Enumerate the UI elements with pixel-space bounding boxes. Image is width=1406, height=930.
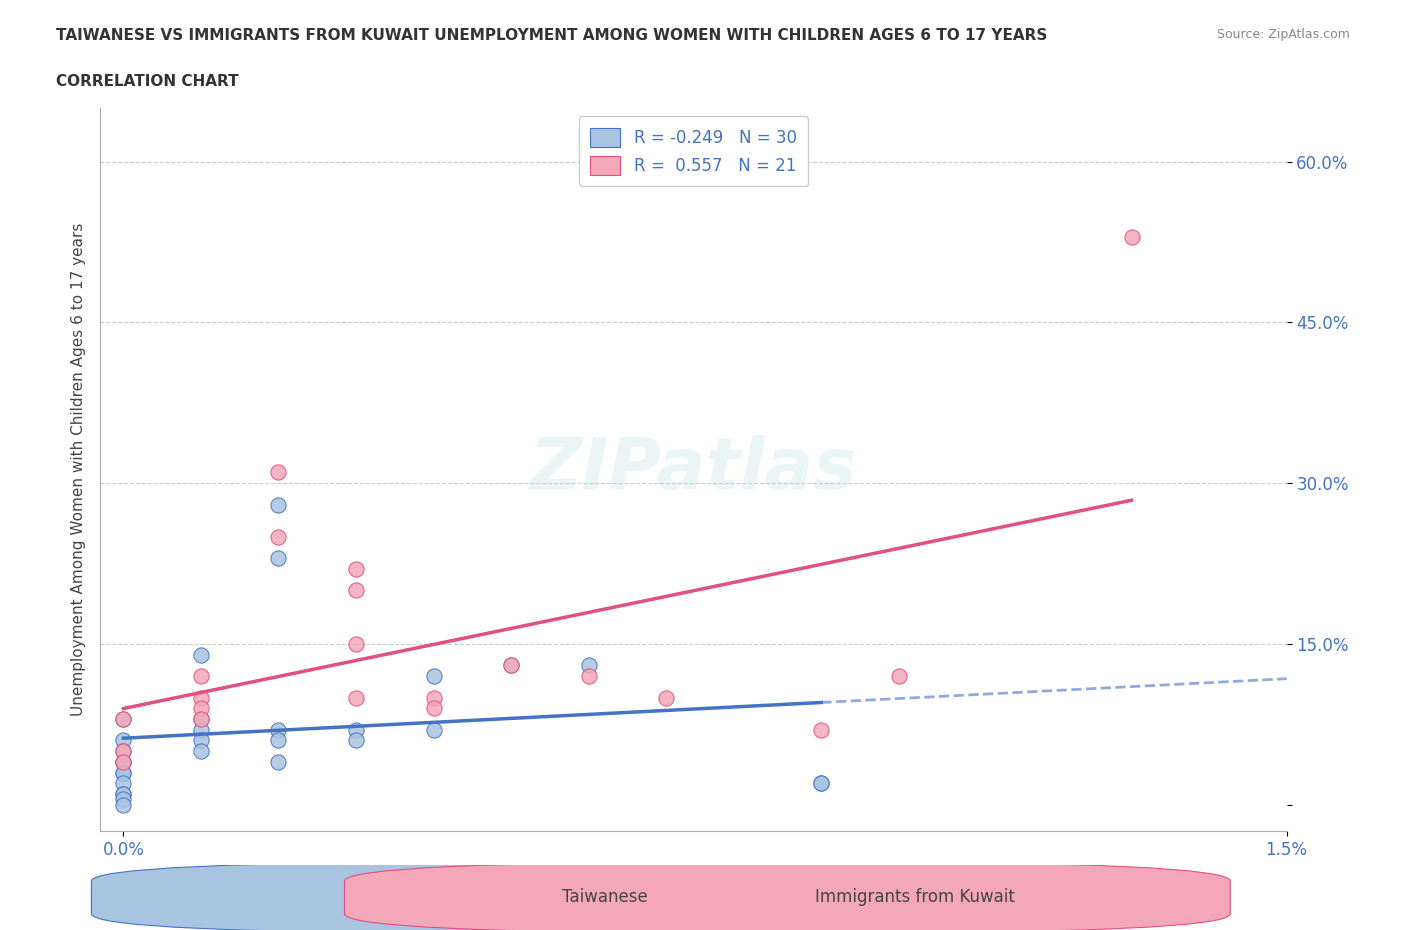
Text: Source: ZipAtlas.com: Source: ZipAtlas.com — [1216, 28, 1350, 41]
Point — [112, 765, 135, 780]
Point — [112, 776, 135, 790]
Point — [344, 733, 367, 748]
Point — [267, 754, 290, 769]
Point — [190, 647, 212, 662]
Point — [422, 701, 444, 716]
Point — [655, 690, 678, 705]
Point — [112, 744, 135, 759]
Point — [578, 658, 600, 672]
Point — [810, 776, 832, 790]
Point — [1121, 229, 1143, 244]
Point — [267, 551, 290, 565]
Point — [190, 723, 212, 737]
Point — [422, 723, 444, 737]
Point — [190, 733, 212, 748]
Point — [190, 711, 212, 726]
Point — [422, 690, 444, 705]
Point — [344, 583, 367, 598]
Text: Taiwanese: Taiwanese — [562, 888, 648, 907]
Text: TAIWANESE VS IMMIGRANTS FROM KUWAIT UNEMPLOYMENT AMONG WOMEN WITH CHILDREN AGES : TAIWANESE VS IMMIGRANTS FROM KUWAIT UNEM… — [56, 28, 1047, 43]
Point — [267, 733, 290, 748]
Point — [112, 787, 135, 802]
Legend: R = -0.249   N = 30, R =  0.557   N = 21: R = -0.249 N = 30, R = 0.557 N = 21 — [578, 116, 808, 187]
Point — [501, 658, 523, 672]
Point — [112, 765, 135, 780]
Point — [344, 690, 367, 705]
Point — [267, 498, 290, 512]
Text: ZIPatlas: ZIPatlas — [530, 435, 858, 504]
Point — [190, 669, 212, 684]
Point — [887, 669, 910, 684]
Point — [422, 669, 444, 684]
Point — [190, 701, 212, 716]
Point — [267, 529, 290, 544]
Point — [190, 690, 212, 705]
Point — [267, 465, 290, 480]
FancyBboxPatch shape — [344, 861, 1230, 930]
Point — [112, 791, 135, 806]
Point — [578, 669, 600, 684]
Text: Immigrants from Kuwait: Immigrants from Kuwait — [815, 888, 1015, 907]
Point — [112, 711, 135, 726]
Point — [501, 658, 523, 672]
Y-axis label: Unemployment Among Women with Children Ages 6 to 17 years: Unemployment Among Women with Children A… — [72, 223, 86, 716]
Point — [810, 776, 832, 790]
Point — [267, 723, 290, 737]
Point — [190, 711, 212, 726]
Point — [112, 754, 135, 769]
Point — [190, 744, 212, 759]
Text: CORRELATION CHART: CORRELATION CHART — [56, 74, 239, 89]
Point — [112, 797, 135, 812]
FancyBboxPatch shape — [91, 861, 977, 930]
Point — [810, 723, 832, 737]
Point — [344, 723, 367, 737]
Point — [112, 754, 135, 769]
Point — [112, 744, 135, 759]
Point — [112, 711, 135, 726]
Point — [112, 787, 135, 802]
Point — [344, 562, 367, 577]
Point — [344, 636, 367, 651]
Point — [112, 754, 135, 769]
Point — [112, 733, 135, 748]
